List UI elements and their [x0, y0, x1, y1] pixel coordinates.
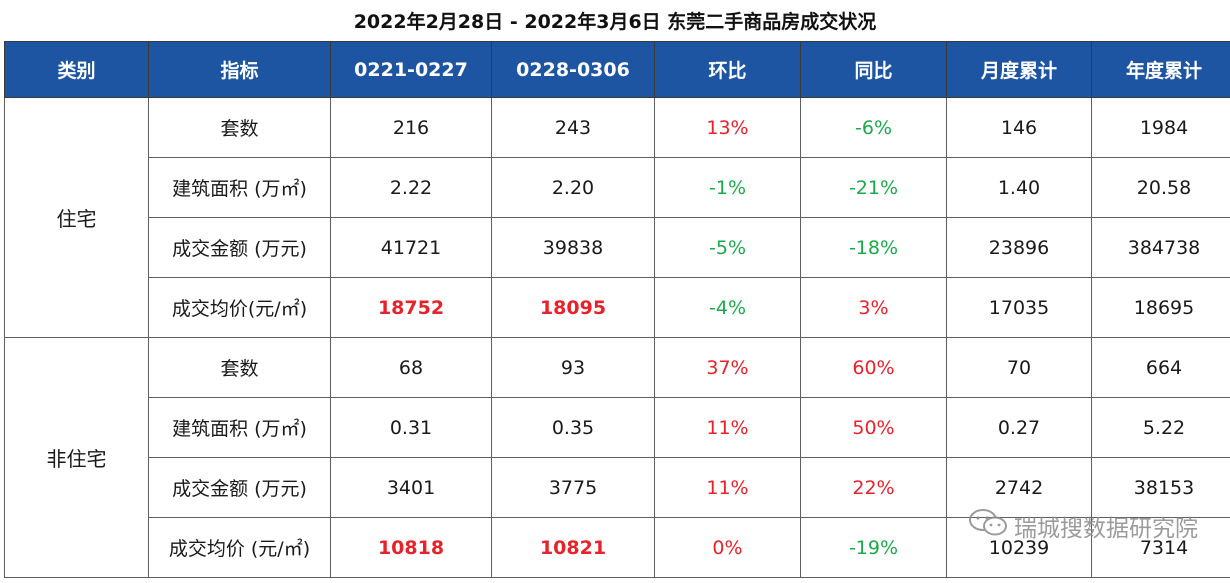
header-mom: 环比 — [654, 41, 801, 98]
table-row: 住宅 套数 216 243 13% -6% 146 1984 — [4, 97, 1230, 338]
prev-cell: 2.22 — [330, 157, 492, 218]
curr-cell: 2.20 — [491, 157, 655, 218]
mom-cell: -1% — [654, 157, 801, 218]
header-metric: 指标 — [148, 41, 331, 98]
transaction-table: 类别 指标 0221-0227 0228-0306 环比 同比 月度累计 年度累… — [4, 41, 1230, 578]
wechat-icon — [968, 508, 1014, 544]
category-cell: 非住宅 — [4, 337, 149, 578]
yoy-cell: 60% — [800, 337, 947, 398]
watermark: 瑞城搜数据研究院 — [968, 508, 1198, 544]
header-month-total: 月度累计 — [946, 41, 1092, 98]
mom-cell: -4% — [654, 277, 801, 338]
prev-cell: 10818 — [330, 517, 492, 578]
table-row: 建筑面积 (万㎡) 2.22 2.20 -1% -21% 1.40 20.58 — [5, 157, 1230, 218]
header-curr-week: 0228-0306 — [491, 41, 655, 98]
header-category: 类别 — [4, 41, 149, 98]
metric-cell: 成交金额 (万元) — [148, 217, 331, 278]
curr-cell: 10821 — [491, 517, 655, 578]
curr-cell: 93 — [491, 337, 655, 398]
table-row: 成交金额 (万元) 41721 39838 -5% -18% 23896 384… — [5, 217, 1230, 278]
yoy-cell: -21% — [800, 157, 947, 218]
month-cell: 10239 — [946, 517, 1092, 578]
yoy-cell: -19% — [800, 517, 947, 578]
mom-cell: -5% — [654, 217, 801, 278]
yoy-cell: 3% — [800, 277, 947, 338]
year-cell: 5.22 — [1091, 397, 1230, 458]
table-row: 成交均价 (元/㎡) 10818 10821 0% -19% 10239 731… — [5, 517, 1230, 578]
year-cell: 384738 — [1091, 217, 1230, 278]
yoy-cell: 22% — [800, 457, 947, 518]
mom-cell: 0% — [654, 517, 801, 578]
mom-cell: 11% — [654, 397, 801, 458]
year-cell: 18695 — [1091, 277, 1230, 338]
month-cell: 146 — [946, 97, 1092, 158]
yoy-cell: -6% — [800, 97, 947, 158]
header-yoy: 同比 — [800, 41, 947, 98]
month-cell: 1.40 — [946, 157, 1092, 218]
curr-cell: 3775 — [491, 457, 655, 518]
month-cell: 0.27 — [946, 397, 1092, 458]
prev-cell: 3401 — [330, 457, 492, 518]
prev-cell: 68 — [330, 337, 492, 398]
category-cell: 住宅 — [4, 97, 149, 338]
curr-cell: 39838 — [491, 217, 655, 278]
table-row: 建筑面积 (万㎡) 0.31 0.35 11% 50% 0.27 5.22 — [5, 397, 1230, 458]
month-cell: 23896 — [946, 217, 1092, 278]
curr-cell: 0.35 — [491, 397, 655, 458]
year-cell: 38153 — [1091, 457, 1230, 518]
month-cell: 17035 — [946, 277, 1092, 338]
header-year-total: 年度累计 — [1091, 41, 1230, 98]
metric-cell: 套数 — [148, 97, 331, 158]
header-prev-week: 0221-0227 — [330, 41, 492, 98]
page-title: 2022年2月28日 - 2022年3月6日 东莞二手商品房成交状况 — [353, 11, 877, 33]
watermark-text: 瑞城搜数据研究院 — [1014, 516, 1198, 542]
metric-cell: 成交均价 (元/㎡) — [148, 517, 331, 578]
table-row: 成交均价(元/㎡) 18752 18095 -4% 3% 17035 18695 — [5, 277, 1230, 338]
prev-cell: 0.31 — [330, 397, 492, 458]
table-row: 成交金额 (万元) 3401 3775 11% 22% 2742 38153 — [5, 457, 1230, 518]
metric-cell: 成交均价(元/㎡) — [148, 277, 331, 338]
mom-cell: 13% — [654, 97, 801, 158]
yoy-cell: 50% — [800, 397, 947, 458]
year-cell: 20.58 — [1091, 157, 1230, 218]
curr-cell: 18095 — [491, 277, 655, 338]
metric-cell: 建筑面积 (万㎡) — [148, 397, 331, 458]
year-cell: 1984 — [1091, 97, 1230, 158]
metric-cell: 成交金额 (万元) — [148, 457, 331, 518]
mom-cell: 11% — [654, 457, 801, 518]
year-cell: 664 — [1091, 337, 1230, 398]
month-cell: 70 — [946, 337, 1092, 398]
table-row: 非住宅 套数 68 93 37% 60% 70 664 — [4, 337, 1230, 578]
mom-cell: 37% — [654, 337, 801, 398]
prev-cell: 41721 — [330, 217, 492, 278]
curr-cell: 243 — [491, 97, 655, 158]
metric-cell: 建筑面积 (万㎡) — [148, 157, 331, 218]
yoy-cell: -18% — [800, 217, 947, 278]
prev-cell: 18752 — [330, 277, 492, 338]
metric-cell: 套数 — [148, 337, 331, 398]
year-cell: 7314 — [1091, 517, 1230, 578]
prev-cell: 216 — [330, 97, 492, 158]
header-row: 类别 指标 0221-0227 0228-0306 环比 同比 月度累计 年度累… — [4, 41, 1230, 98]
